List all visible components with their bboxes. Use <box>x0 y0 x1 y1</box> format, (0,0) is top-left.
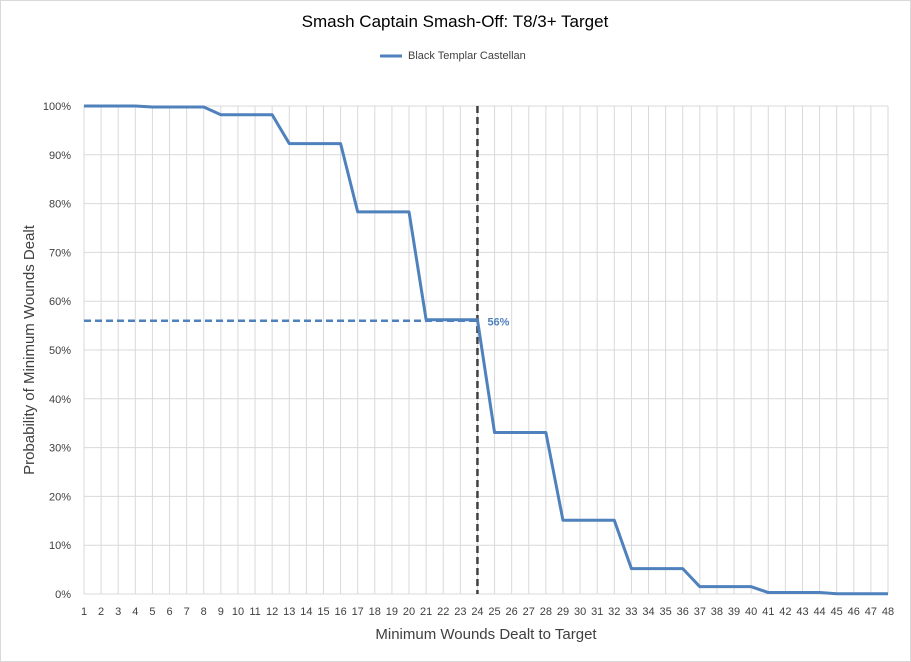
x-tick-label: 12 <box>266 606 278 618</box>
x-tick-label: 2 <box>98 606 104 618</box>
x-tick-label: 48 <box>882 606 894 618</box>
x-tick-label: 4 <box>132 606 138 618</box>
x-tick-label: 33 <box>625 606 637 618</box>
y-tick-label: 50% <box>49 345 71 357</box>
x-tick-label: 41 <box>762 606 774 618</box>
x-tick-label: 28 <box>540 606 552 618</box>
x-tick-label: 44 <box>813 606 825 618</box>
gridlines <box>83 105 889 595</box>
x-tick-label: 9 <box>218 606 224 618</box>
x-tick-label: 3 <box>115 606 121 618</box>
x-tick-label: 20 <box>403 606 415 618</box>
x-tick-label: 38 <box>711 606 723 618</box>
x-axis-label: Minimum Wounds Dealt to Target <box>375 626 597 643</box>
series-lines <box>84 104 888 596</box>
y-tick-label: 70% <box>49 247 71 259</box>
x-tick-label: 14 <box>300 606 312 618</box>
x-tick-label: 19 <box>386 606 398 618</box>
y-axis-ticks: 0% 10% 20% 30% 40% 50% 60% 70% 80% 90% 100% <box>43 101 71 601</box>
x-tick-label: 8 <box>201 606 207 618</box>
x-tick-label: 35 <box>659 606 671 618</box>
x-tick-label: 39 <box>728 606 740 618</box>
annotation-lines <box>84 106 479 594</box>
x-tick-label: 30 <box>574 606 586 618</box>
y-tick-label: 90% <box>49 150 71 162</box>
legend: Black Templar Castellan <box>380 50 526 62</box>
y-tick-label: 0% <box>55 589 71 601</box>
x-tick-label: 1 <box>81 606 87 618</box>
x-tick-label: 18 <box>369 606 381 618</box>
x-tick-label: 26 <box>506 606 518 618</box>
x-axis-ticks: 1 2 3 4 5 6 7 8 9 10 11 12 13 14 15 16 17 18 19 20 21 22 23 24 2… <box>81 606 894 618</box>
x-tick-label: 43 <box>796 606 808 618</box>
x-tick-label: 37 <box>694 606 706 618</box>
x-tick-label: 23 <box>454 606 466 618</box>
x-tick-label: 22 <box>437 606 449 618</box>
y-tick-label: 100% <box>43 101 71 113</box>
y-tick-label: 60% <box>49 296 71 308</box>
legend-label: Black Templar Castellan <box>408 50 526 62</box>
y-tick-label: 10% <box>49 540 71 552</box>
x-tick-label: 6 <box>166 606 172 618</box>
x-tick-label: 29 <box>557 606 569 618</box>
x-tick-label: 7 <box>184 606 190 618</box>
x-tick-label: 15 <box>317 606 329 618</box>
x-tick-label: 10 <box>232 606 244 618</box>
x-tick-label: 40 <box>745 606 757 618</box>
y-axis-label: Probability of Minimum Wounds Dealt <box>21 224 38 475</box>
x-tick-label: 47 <box>865 606 877 618</box>
x-tick-label: 24 <box>471 606 483 618</box>
x-tick-label: 27 <box>523 606 535 618</box>
chart-title: Smash Captain Smash-Off: T8/3+ Target <box>302 12 609 31</box>
y-tick-label: 80% <box>49 199 71 211</box>
x-tick-label: 45 <box>831 606 843 618</box>
x-tick-label: 34 <box>642 606 654 618</box>
y-tick-label: 40% <box>49 394 71 406</box>
x-tick-label: 25 <box>488 606 500 618</box>
x-tick-label: 16 <box>334 606 346 618</box>
x-tick-label: 21 <box>420 606 432 618</box>
y-tick-label: 30% <box>49 443 71 455</box>
x-tick-label: 5 <box>149 606 155 618</box>
x-tick-label: 36 <box>677 606 689 618</box>
y-tick-label: 20% <box>49 491 71 503</box>
x-tick-label: 46 <box>848 606 860 618</box>
x-tick-label: 17 <box>352 606 364 618</box>
x-tick-label: 42 <box>779 606 791 618</box>
x-tick-label: 13 <box>283 606 295 618</box>
x-tick-label: 31 <box>591 606 603 618</box>
x-tick-label: 11 <box>249 606 260 618</box>
series-line <box>84 104 888 596</box>
annotation-label: 56% <box>487 317 509 329</box>
x-tick-label: 32 <box>608 606 620 618</box>
